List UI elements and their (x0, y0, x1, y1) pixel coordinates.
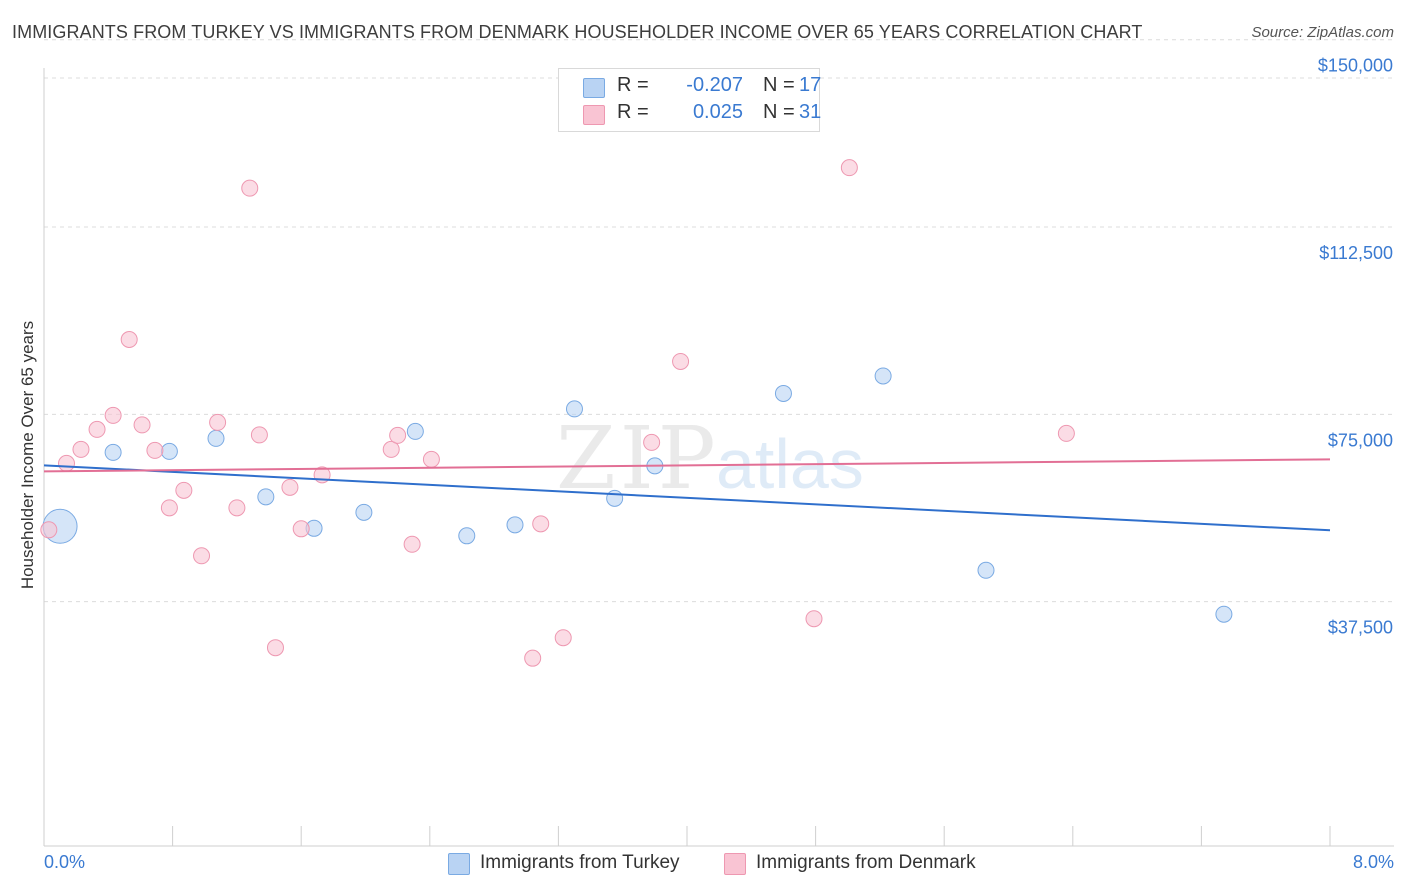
point-denmark (524, 649, 542, 667)
point-turkey (874, 367, 892, 385)
point-denmark (160, 499, 178, 517)
trend-line-denmark (43, 458, 1331, 473)
legend-n-value: 31 (799, 101, 822, 123)
data-points (40, 159, 1233, 667)
x-tick-label-min: 0.0% (44, 852, 86, 872)
point-turkey (458, 527, 476, 545)
legend-swatch-turkey (583, 78, 605, 98)
point-denmark (532, 515, 550, 533)
point-turkey (606, 489, 624, 507)
point-denmark (382, 440, 400, 458)
trend-lines (43, 458, 1331, 532)
y-tick-label: $112,500 (1319, 243, 1393, 263)
legend-n-label: N = (763, 101, 795, 123)
point-denmark (266, 639, 284, 657)
point-denmark (104, 406, 122, 424)
watermark-zip: ZIP (556, 409, 720, 509)
point-turkey (160, 442, 178, 460)
legend-n-label: N = (763, 74, 795, 96)
legend-n-value: 17 (799, 74, 822, 96)
point-denmark (805, 610, 823, 628)
point-turkey (506, 516, 524, 534)
legend-r-label: R = (617, 74, 649, 96)
point-turkey (207, 429, 225, 447)
point-denmark (643, 433, 661, 451)
source-credit: Source: ZipAtlas.com (1251, 24, 1394, 41)
point-denmark (1057, 424, 1075, 442)
point-denmark (281, 478, 299, 496)
x-ticks (43, 826, 1331, 846)
point-turkey (355, 503, 373, 521)
point-denmark (228, 499, 246, 517)
bottom-legend-label-denmark: Immigrants from Denmark (756, 852, 976, 873)
y-tick-labels: $150,000 $112,500 $75,000 $37,500 (1318, 56, 1393, 638)
point-denmark (554, 629, 572, 647)
point-turkey (774, 384, 792, 402)
point-denmark (58, 454, 76, 472)
point-denmark (403, 535, 421, 553)
y-tick-label: $37,500 (1328, 618, 1393, 638)
point-denmark (193, 547, 211, 565)
bottom-legend-label-turkey: Immigrants from Turkey (480, 852, 680, 873)
point-turkey (1215, 605, 1233, 623)
point-turkey (565, 400, 583, 418)
point-turkey (257, 488, 275, 506)
point-denmark (241, 179, 259, 197)
point-denmark (389, 426, 407, 444)
chart-title: IMMIGRANTS FROM TURKEY VS IMMIGRANTS FRO… (12, 22, 1143, 42)
trend-line-turkey (43, 464, 1331, 532)
point-turkey (406, 422, 424, 440)
legend-swatch-denmark (583, 105, 605, 125)
y-axis-label: Householder Income Over 65 years (18, 320, 37, 590)
point-denmark (88, 420, 106, 438)
point-denmark (672, 352, 690, 370)
bottom-legend-swatch-denmark (724, 853, 746, 875)
point-denmark (133, 416, 151, 434)
bottom-legend-swatch-turkey (448, 853, 470, 875)
point-denmark (72, 440, 90, 458)
point-denmark (146, 441, 164, 459)
legend-r-value: -0.207 (686, 74, 743, 96)
point-denmark (40, 521, 58, 539)
point-denmark (840, 159, 858, 177)
point-denmark (292, 520, 310, 538)
point-denmark (120, 330, 138, 348)
legend-r-value: 0.025 (692, 101, 743, 123)
point-denmark (209, 413, 227, 431)
y-tick-label: $150,000 (1318, 56, 1393, 76)
point-denmark (422, 450, 440, 468)
correlation-legend: R = -0.207 N = 17 R = 0.025 N = 31 (558, 68, 822, 132)
point-denmark (250, 426, 268, 444)
point-turkey (977, 561, 995, 579)
legend-r-label: R = (617, 101, 649, 123)
y-tick-label: $75,000 (1328, 430, 1393, 450)
point-turkey (104, 443, 122, 461)
x-tick-label-max: 8.0% (1352, 852, 1394, 872)
point-denmark (175, 481, 193, 499)
